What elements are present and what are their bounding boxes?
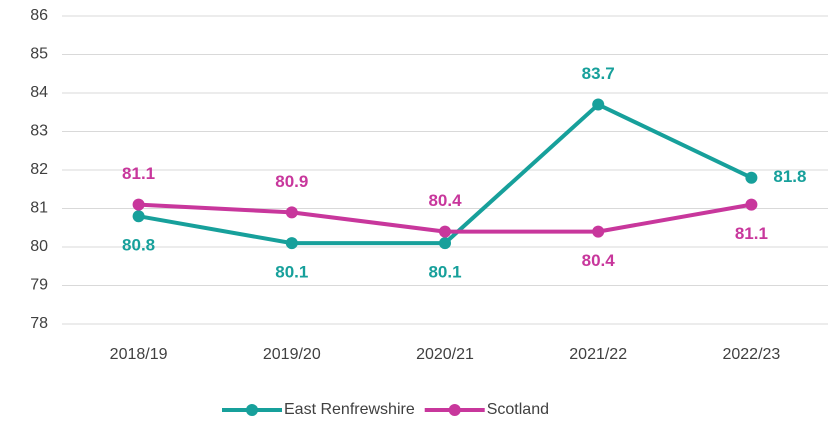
point (592, 98, 605, 111)
data-label: 80.4 (582, 251, 616, 270)
x-tick-label: 2022/23 (722, 346, 780, 363)
point (132, 210, 145, 223)
x-tick-label: 2020/21 (416, 346, 474, 363)
point (285, 237, 298, 250)
y-tick-label: 82 (30, 161, 48, 178)
point (439, 225, 451, 238)
data-label: 80.8 (122, 236, 155, 255)
y-tick-label: 79 (30, 277, 48, 294)
data-label: 81.1 (122, 164, 155, 183)
y-tick-label: 78 (30, 315, 48, 332)
data-label: 80.9 (275, 172, 308, 191)
data-label: 80.1 (275, 263, 308, 282)
y-tick-label: 85 (30, 46, 48, 63)
data-label: 80.1 (428, 263, 461, 282)
point (285, 206, 298, 219)
y-tick-label: 81 (30, 200, 48, 217)
x-tick-label: 2021/22 (569, 346, 627, 363)
data-label: 81.1 (735, 224, 768, 243)
point (592, 225, 605, 238)
point (439, 237, 451, 250)
data-label: 83.7 (582, 64, 615, 83)
x-tick-label: 2019/20 (263, 346, 321, 363)
data-label: 81.8 (773, 167, 806, 186)
y-tick-label: 83 (30, 123, 48, 140)
y-tick-label: 80 (30, 238, 48, 255)
y-tick-label: 84 (30, 84, 48, 101)
legend-label: Scotland (487, 401, 549, 418)
point (745, 198, 758, 211)
legend-marker (246, 404, 258, 416)
point (745, 171, 758, 184)
point (132, 198, 145, 211)
data-label: 80.4 (428, 191, 462, 210)
y-tick-label: 86 (30, 7, 48, 24)
legend-marker (448, 404, 461, 416)
legend-label: East Renfrewshire (284, 401, 415, 418)
x-tick-label: 2018/19 (110, 346, 168, 363)
